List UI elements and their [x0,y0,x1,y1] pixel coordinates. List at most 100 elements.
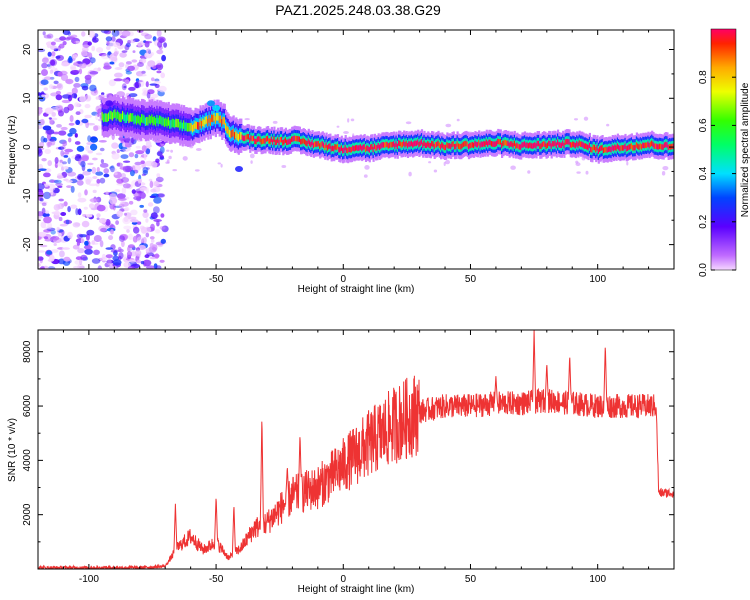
spectrogram-ridge-cell [176,119,179,128]
spectrogram-noise-blob [122,183,131,189]
spectrogram-noise-blob [107,258,112,266]
spectrogram-noise-blob [137,178,142,184]
spectrogram-noise-blob [134,249,142,257]
spectrogram-ridge-cell [431,140,434,147]
spectrogram-noise-blob [145,148,151,155]
spectrogram-noise-blob [50,45,58,51]
spectrogram-noise-blob [160,213,165,218]
spectrogram-noise-blob [74,260,82,265]
spectrogram-noise-blob [140,260,145,265]
spectrogram-ridge-cell [209,118,212,126]
spectrogram-noise-blob [161,225,169,233]
spectrogram-ridge-cell [672,143,674,150]
spectrogram-faint-speck [408,171,412,177]
spectrogram-ridge-cell [158,115,161,124]
spectrogram-noise-blob [47,222,53,229]
spectrogram-ridge-cell [330,146,333,152]
spectrogram-noise-blob [77,175,81,180]
spectrogram-ridge-cell [433,143,436,150]
y-tick-label: 4000 [22,449,33,472]
spectrogram-ridge-cell [368,147,371,153]
spectrogram-noise-blob [50,41,56,46]
spectrogram-ridge-cell [317,140,320,147]
y-tick-label: 8000 [22,340,33,363]
spectrogram-ridge-cell [410,140,413,147]
spectrogram-ridge-cell [461,142,464,149]
spectrogram-noise-blob [141,173,146,177]
spectrogram-noise-blob [41,207,46,215]
spectrogram-ridge-cell [370,144,373,150]
spectrogram-noise-blob [87,150,94,154]
spectrogram-ridge-cell [658,143,661,150]
spectrogram-y-ticks: -20 -10 0 10 20 [22,44,674,270]
spectrogram-noise-blob [79,95,86,103]
spectrogram-noise-blob [145,218,149,223]
spectrogram-ridge-cell [179,121,182,131]
spectrogram-ridge-cell [246,133,249,140]
spectrogram-ridge-cell [216,113,219,121]
spectrogram-noise-blob [116,183,125,186]
spectrogram-ridge-cell [213,113,216,121]
spectrogram-ridge-cell [577,142,580,148]
colorbar-tick-label: 0.2 [698,214,709,228]
spectrogram-noise-blob [43,216,52,224]
spectrogram-noise-blob [60,150,65,157]
spectrogram-ridge-cell [395,141,398,147]
spectrogram-noise-blob [72,244,80,250]
spectrogram-noise-blob [101,54,110,60]
spectrogram-noise-blob [89,84,97,92]
spectrogram-ridge-cell [635,142,638,148]
spectrogram-noise-blob [58,130,67,136]
spectrogram-ridge-cell [579,141,583,147]
spectrogram-ridge-cell [400,142,403,148]
spectrogram-faint-speck [250,160,253,164]
spectrogram-noise-blob [135,145,141,149]
spectrogram-faint-speck [574,118,578,121]
spectrogram-noise-blob [127,246,131,252]
spectrogram-ridge-cell [167,117,170,126]
spectrogram-ridge-cell [270,136,273,143]
spectrogram-noise-blob [81,220,90,228]
spectrogram-noise-blob [67,31,72,36]
spectrogram-noise-blob [55,182,63,187]
spectrogram-ridge-cell [218,115,221,124]
spectrogram-ridge-cell [200,120,203,129]
spectrogram-ridge-cell [263,138,266,144]
spectrogram-noise-blob [38,263,41,267]
spectrogram-noise-blob [54,157,59,164]
spectrogram-faint-speck [510,165,516,170]
y-tick-label: -20 [22,237,33,252]
spectrogram-ridge-cell [554,140,557,146]
spectrogram-noise-blob [120,149,126,152]
spectrogram-ridge-cell [335,144,338,151]
spectrogram-noise-blob [63,155,69,158]
spectrogram-ridge-cell [143,115,146,124]
spectrogram-ridge-cell [662,144,665,150]
spectrogram-noise-blob [143,209,148,213]
spectrogram-x-axis-label: Height of straight line (km) [298,284,415,295]
spectrogram-noise-blob [149,242,154,248]
spectrogram-noise-blob [83,206,88,210]
spectrogram-ridge-cell [364,146,368,153]
spectrogram-noise-blob [88,183,97,187]
spectrogram-ridge-cell [316,141,319,147]
spectrogram-faint-speck [281,165,287,168]
spectrogram-ridge-cell [278,139,281,146]
spectrogram-ridge-cell [474,140,477,147]
spectrogram-noise-blob [43,236,49,240]
spectrogram-noise-blob [74,133,78,138]
spectrogram-noise-blob [114,189,121,193]
spectrogram-noise-blob [128,86,136,91]
spectrogram-faint-speck [220,163,223,168]
spectrogram-ridge-cell [259,136,262,143]
spectrogram-ridge-cell [260,138,263,145]
spectrogram-ridge-cell [151,114,154,123]
spectrogram-noise-blob [129,258,137,263]
spectrogram-ridge-cell [667,144,670,151]
spectrogram-noise-blob [40,265,45,269]
spectrogram-noise-blob [128,200,134,205]
spectrogram-noise-blob [149,256,157,260]
spectrogram-ridge-cell [336,143,340,150]
spectrogram-noise-blob [91,166,97,174]
spectrogram-ridge-cell [630,143,633,149]
